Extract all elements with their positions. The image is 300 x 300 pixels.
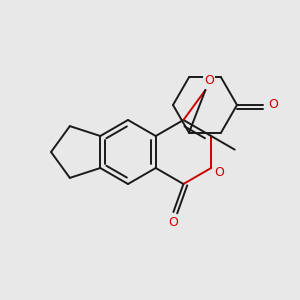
Text: O: O	[169, 215, 178, 229]
Text: O: O	[205, 74, 214, 86]
Text: O: O	[268, 98, 278, 112]
Text: O: O	[214, 166, 224, 178]
